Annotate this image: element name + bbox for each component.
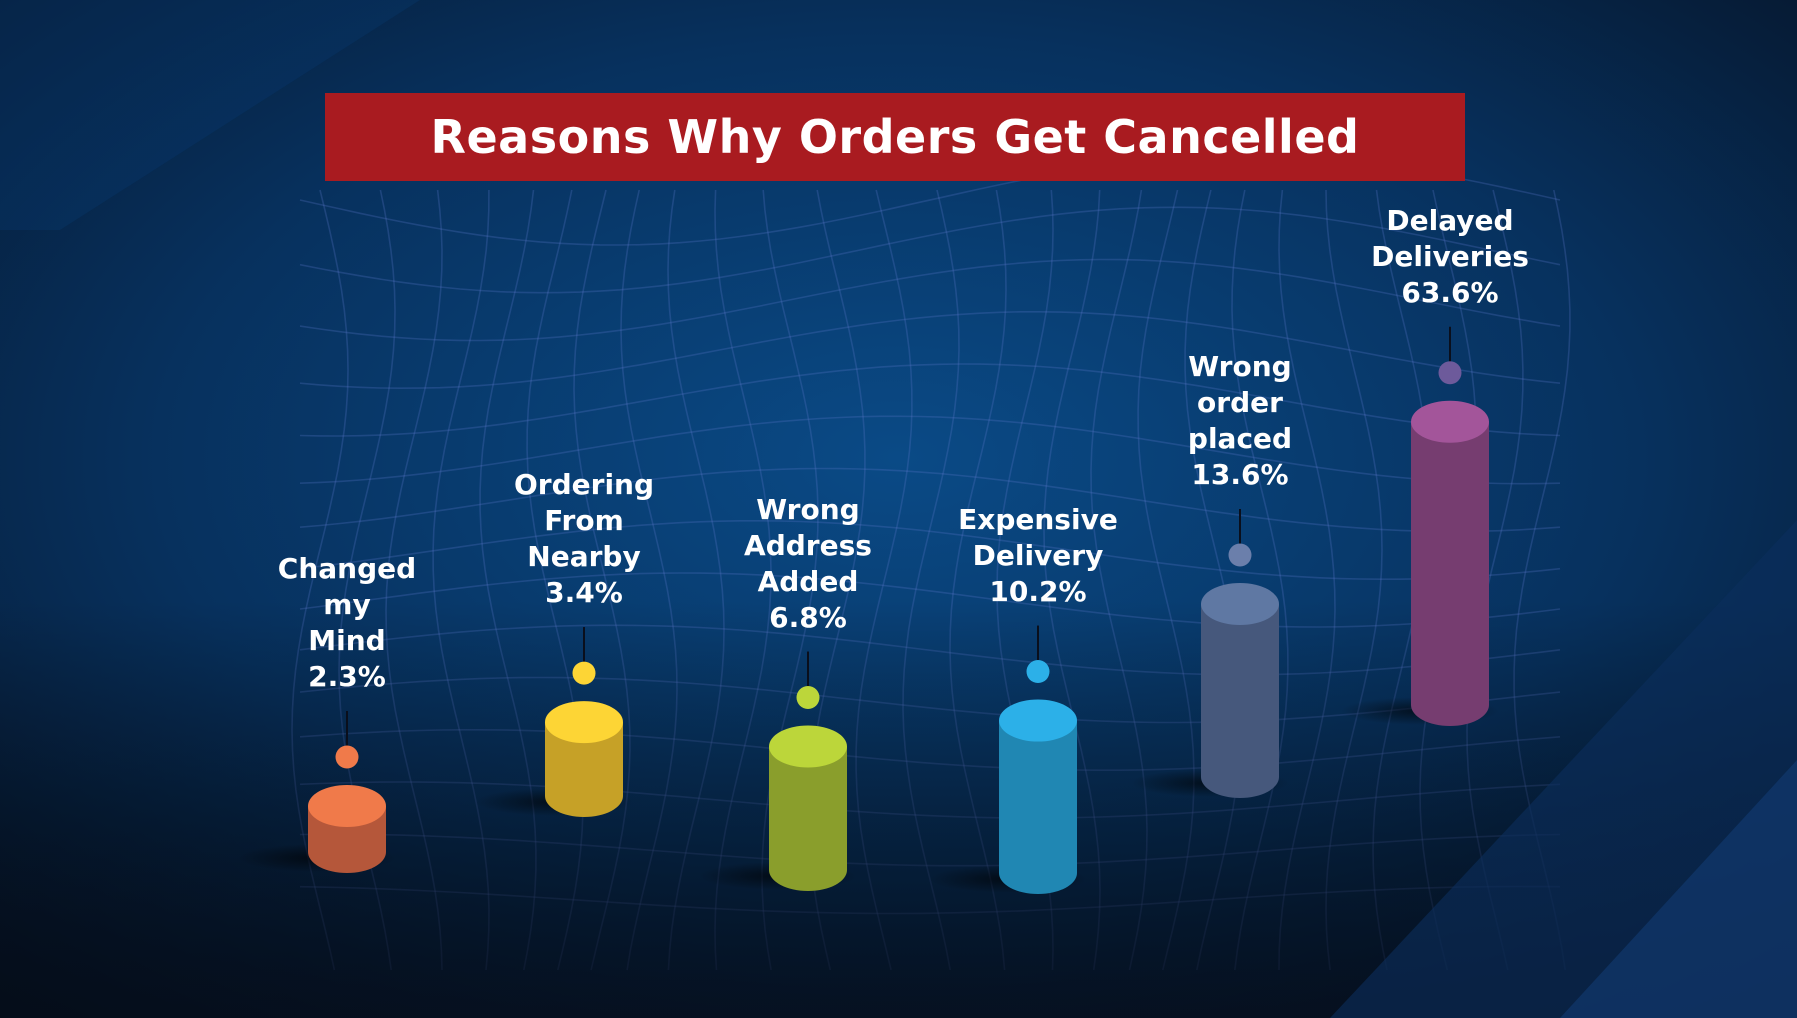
bar-category-label: Delayed bbox=[1386, 203, 1514, 237]
bar-label-3: Wrong Address Added 6.8% bbox=[698, 492, 918, 636]
bar-body bbox=[769, 746, 847, 891]
grid-line bbox=[299, 311, 1561, 390]
bar-marker-dot bbox=[335, 745, 359, 769]
bar-category-label: Expensive bbox=[958, 502, 1118, 536]
bar-label-1: Changed my Mind 2.3% bbox=[237, 551, 457, 695]
bar-top bbox=[308, 785, 386, 827]
bar-label-6: Delayed Deliveries 63.6% bbox=[1340, 203, 1560, 311]
chart-title: Reasons Why Orders Get Cancelled bbox=[430, 110, 1360, 164]
bars-layer bbox=[238, 326, 1499, 894]
bar-label-4: Expensive Delivery 10.2% bbox=[928, 502, 1148, 610]
bar-value-label: 10.2% bbox=[989, 574, 1087, 608]
bar-category-label: my bbox=[323, 588, 371, 621]
bar-value-label: 2.3% bbox=[308, 660, 386, 693]
bar-4 bbox=[929, 625, 1087, 894]
grid-line bbox=[299, 520, 1561, 580]
bar-top bbox=[999, 699, 1077, 742]
bar-category-label: From bbox=[544, 504, 624, 538]
bar-category-label: Added bbox=[757, 564, 859, 598]
bar-top bbox=[545, 701, 623, 744]
bar-top bbox=[1411, 400, 1489, 443]
bar-top bbox=[1201, 583, 1279, 625]
bar-category-label: Address bbox=[744, 528, 872, 562]
grid-line bbox=[299, 258, 1561, 342]
top-left-shape-decoration bbox=[0, 0, 420, 230]
bar-category-label: Delivery bbox=[972, 538, 1104, 572]
bar-label-5: Wrong order placed 13.6% bbox=[1130, 349, 1350, 493]
corner-stripe-decoration bbox=[1560, 760, 1797, 1018]
bar-body bbox=[1201, 604, 1279, 798]
bar-top bbox=[769, 725, 847, 768]
title-banner: Reasons Why Orders Get Cancelled bbox=[325, 93, 1465, 181]
bar-2 bbox=[475, 627, 633, 817]
bar-value-label: 3.4% bbox=[545, 576, 623, 610]
bar-marker-dot bbox=[1228, 543, 1252, 567]
bar-marker-dot bbox=[1026, 660, 1050, 684]
bar-category-label: Wrong bbox=[756, 492, 860, 526]
bar-label-2: Ordering From Nearby 3.4% bbox=[474, 467, 694, 611]
bar-1 bbox=[238, 711, 396, 873]
bar-category-label: Changed bbox=[277, 552, 417, 585]
bar-5 bbox=[1131, 509, 1289, 798]
grid-line bbox=[299, 206, 1561, 294]
bar-category-label: Ordering bbox=[513, 468, 655, 502]
grid-line bbox=[299, 363, 1561, 437]
bar-body bbox=[999, 720, 1077, 894]
bar-value-label: 6.8% bbox=[769, 600, 847, 634]
bar-category-label: Wrong bbox=[1188, 350, 1292, 383]
bar-marker-dot bbox=[572, 661, 596, 685]
bar-marker-dot bbox=[796, 686, 820, 710]
bar-body bbox=[1411, 421, 1489, 726]
bar-category-label: Deliveries bbox=[1371, 239, 1529, 273]
bar-6 bbox=[1341, 326, 1499, 726]
bar-3 bbox=[699, 651, 857, 891]
grid-line bbox=[299, 415, 1561, 485]
bar-category-label: Mind bbox=[308, 624, 386, 657]
bar-value-label: 63.6% bbox=[1401, 275, 1499, 309]
bar-body bbox=[545, 722, 623, 817]
bar-category-label: order bbox=[1197, 386, 1283, 419]
bar-category-label: placed bbox=[1187, 422, 1293, 455]
bar-category-label: Nearby bbox=[527, 540, 641, 574]
bar-value-label: 13.6% bbox=[1191, 458, 1289, 491]
bar-marker-dot bbox=[1438, 361, 1462, 385]
grid-line bbox=[299, 467, 1561, 533]
